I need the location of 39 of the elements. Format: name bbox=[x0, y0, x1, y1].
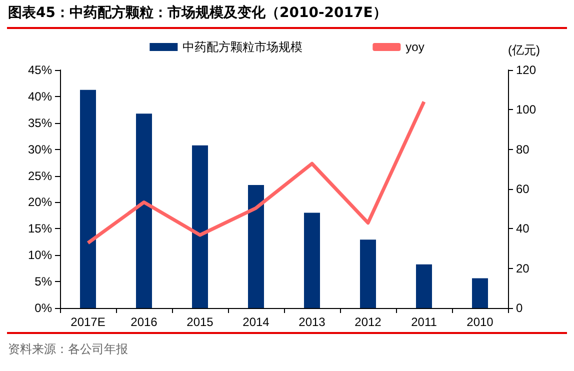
y2-tick-label: 60 bbox=[516, 182, 530, 196]
y-tick-label: 10% bbox=[28, 248, 52, 262]
y-tick-label: 45% bbox=[28, 63, 52, 77]
y2-tick-label: 20 bbox=[516, 261, 530, 276]
bar bbox=[136, 114, 152, 308]
chart-title: 图表45：中药配方颗粒：市场规模及变化（2010-2017E） bbox=[8, 4, 387, 22]
y2-tick-label: 100 bbox=[516, 102, 536, 117]
x-tick-label: 2010 bbox=[466, 315, 494, 329]
y-tick-label: 0% bbox=[34, 301, 52, 315]
text: 资料来源：各公司年报 bbox=[8, 341, 128, 358]
bar bbox=[416, 264, 432, 308]
line-series bbox=[86, 100, 426, 245]
y2-tick-label: 120 bbox=[516, 63, 536, 77]
bar bbox=[304, 212, 320, 308]
legend-label: 中药配方颗粒市场规模 bbox=[182, 40, 303, 54]
bar bbox=[80, 90, 96, 308]
x-tick-label: 2015 bbox=[186, 315, 214, 329]
y2-axis-title: (亿元) bbox=[508, 43, 540, 57]
x-tick-label: 2012 bbox=[354, 315, 382, 329]
y-tick-label: 35% bbox=[28, 116, 52, 130]
y-tick-label: 15% bbox=[28, 222, 52, 236]
x-tick-label: 2013 bbox=[298, 315, 326, 329]
bar bbox=[472, 278, 488, 308]
y-tick-label: 20% bbox=[28, 195, 52, 210]
x-tick-label: 2011 bbox=[411, 315, 438, 329]
bar bbox=[360, 240, 376, 308]
legend-label: yoy bbox=[406, 40, 424, 54]
y-tick-label: 5% bbox=[34, 274, 52, 289]
y-tick-label: 25% bbox=[28, 168, 52, 183]
x-tick-label: 2017E bbox=[70, 315, 106, 329]
bar bbox=[248, 185, 264, 308]
y2-tick-label: 40 bbox=[516, 222, 530, 236]
y2-tick-label: 0 bbox=[516, 301, 523, 315]
bar bbox=[192, 145, 208, 308]
x-tick-label: 2016 bbox=[130, 315, 158, 329]
x-tick-label: 2014 bbox=[242, 315, 270, 329]
y-tick-label: 40% bbox=[28, 89, 52, 104]
y2-tick-label: 80 bbox=[516, 142, 530, 156]
y-tick-label: 30% bbox=[28, 142, 52, 156]
